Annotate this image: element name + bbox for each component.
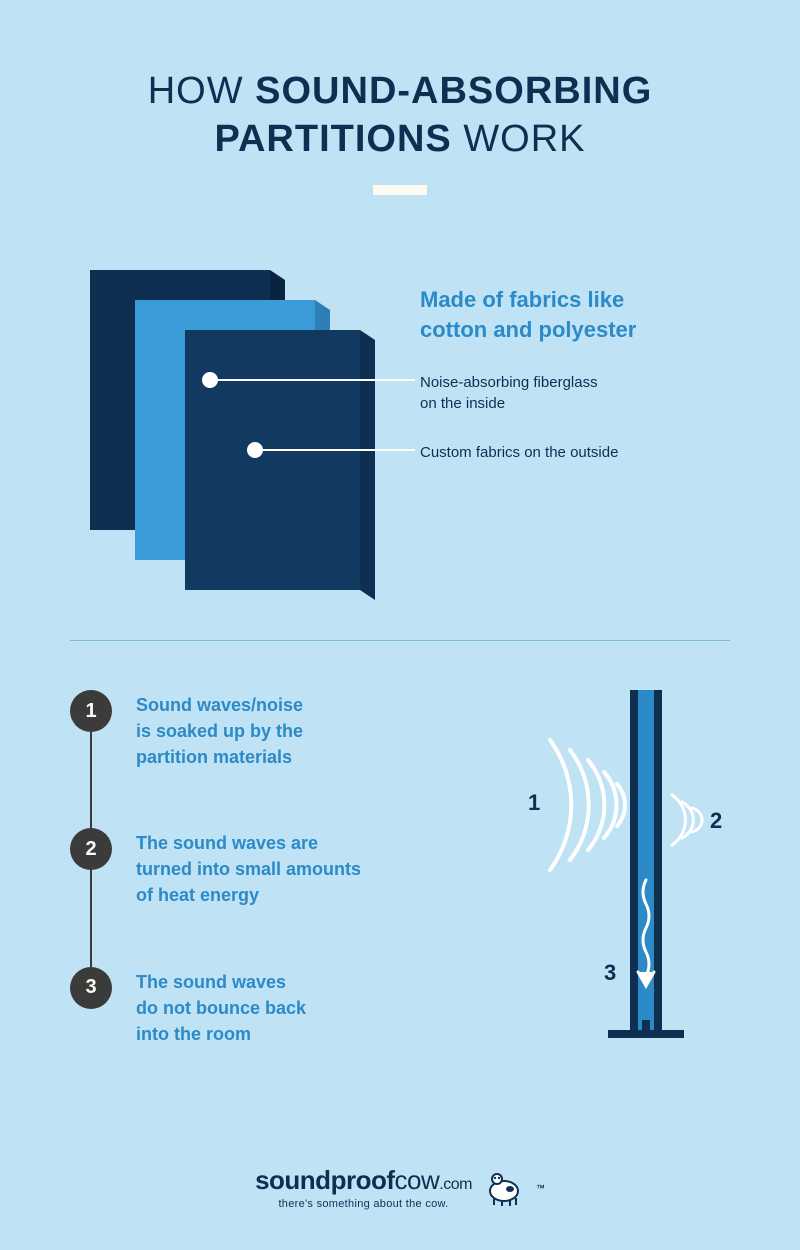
panels-svg: [70, 260, 380, 600]
step-3-l3: into the room: [136, 1024, 251, 1044]
step-2-l1: The sound waves are: [136, 833, 318, 853]
step-number-3: 3: [70, 967, 112, 1009]
step-number-1: 1: [70, 690, 112, 732]
partition-outer-left: [630, 690, 638, 1030]
partition-outer-right: [654, 690, 662, 1030]
footer-tagline: there's something about the cow.: [255, 1198, 472, 1210]
step-text-3: The sound waves do not bounce back into …: [136, 967, 306, 1047]
callout-heading-l2: cotton and polyester: [420, 317, 636, 342]
trademark: ™: [536, 1183, 545, 1193]
step-text-1: Sound waves/noise is soaked up by the pa…: [136, 690, 303, 770]
callout-item-1: Noise-absorbing fiberglass on the inside: [420, 372, 750, 414]
wave-passing: [672, 795, 702, 845]
diagram-label-2: 2: [710, 808, 722, 833]
diagram-label-3: 3: [604, 960, 616, 985]
title-underline: [373, 185, 427, 195]
callout-item-2-text: Custom fabrics on the outside: [420, 444, 618, 461]
callout-item-1-l1: Noise-absorbing fiberglass: [420, 374, 598, 391]
step-1: 1 Sound waves/noise is soaked up by the …: [70, 690, 420, 770]
cow-icon: [482, 1169, 526, 1207]
step-3-l1: The sound waves: [136, 972, 286, 992]
title-part-4: WORK: [463, 118, 585, 160]
step-2: 2 The sound waves are turned into small …: [70, 828, 420, 908]
wave-diagram-svg: 1 2 3: [500, 680, 750, 1080]
page-title: HOW SOUND-ABSORBING PARTITIONS WORK: [0, 68, 800, 195]
title-part-2: SOUND-ABSORBING: [255, 70, 652, 112]
callout-item-2: Custom fabrics on the outside: [420, 442, 750, 463]
brand-domain: .com: [439, 1176, 472, 1193]
step-number-2: 2: [70, 828, 112, 870]
footer: soundproofcow.com there's something abou…: [0, 1165, 800, 1210]
section-divider: [70, 640, 730, 641]
diagram-label-1: 1: [528, 790, 540, 815]
step-text-2: The sound waves are turned into small am…: [136, 828, 361, 908]
title-part-1: HOW: [148, 70, 255, 112]
brand-thin: cow: [395, 1165, 440, 1195]
footer-brand: soundproofcow.com there's something abou…: [255, 1165, 545, 1210]
wave-diagram: 1 2 3: [500, 680, 750, 1080]
panels-illustration: [70, 260, 370, 590]
callout-heading: Made of fabrics like cotton and polyeste…: [420, 285, 750, 344]
step-2-l3: of heat energy: [136, 885, 259, 905]
panel-front: [185, 330, 375, 600]
callout-item-1-l2: on the inside: [420, 395, 505, 412]
step-3-l2: do not bounce back: [136, 998, 306, 1018]
title-part-3: PARTITIONS: [214, 118, 463, 160]
step-1-l3: partition materials: [136, 747, 292, 767]
step-2-l2: turned into small amounts: [136, 859, 361, 879]
callout-heading-l1: Made of fabrics like: [420, 287, 624, 312]
wave-incoming: [550, 740, 625, 870]
callouts-block: Made of fabrics like cotton and polyeste…: [420, 285, 750, 491]
partition-stem: [642, 1020, 650, 1034]
step-1-l1: Sound waves/noise: [136, 695, 303, 715]
step-3: 3 The sound waves do not bounce back int…: [70, 967, 420, 1047]
brand-bold: soundproof: [255, 1165, 394, 1195]
brand-text-wrap: soundproofcow.com there's something abou…: [255, 1165, 472, 1210]
step-1-l2: is soaked up by the: [136, 721, 303, 741]
steps-list: 1 Sound waves/noise is soaked up by the …: [70, 690, 420, 1105]
